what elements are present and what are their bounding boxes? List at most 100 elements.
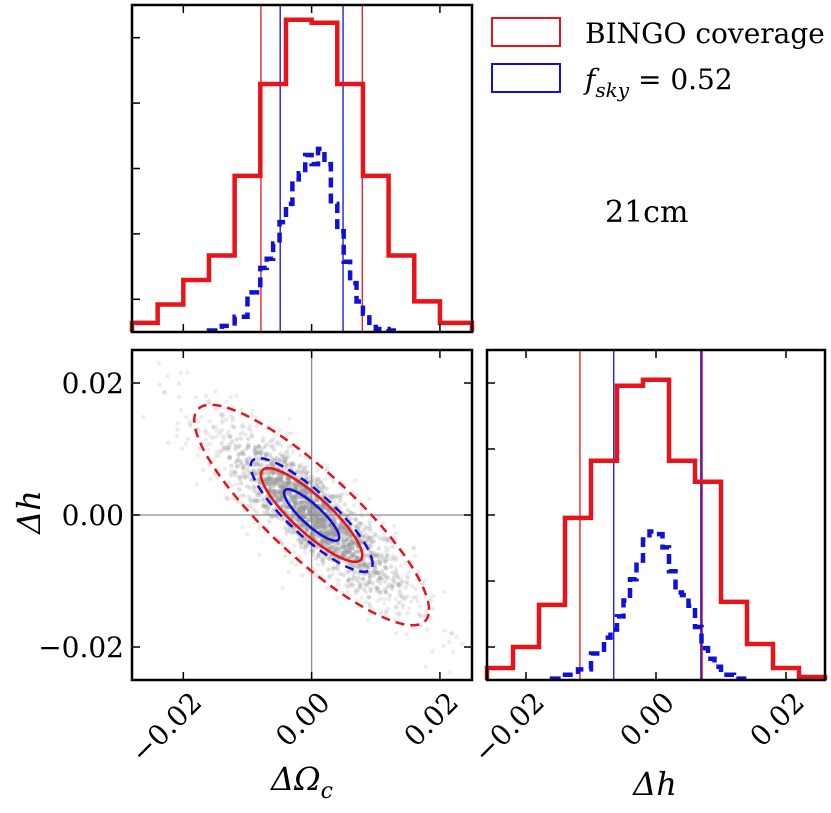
scatter-point xyxy=(327,575,332,580)
scatter-point xyxy=(276,480,281,486)
scatter-point xyxy=(357,585,362,591)
scatter-point xyxy=(332,532,338,537)
scatter-point xyxy=(318,478,323,483)
scatter-point xyxy=(141,415,146,420)
scatter-point xyxy=(346,545,351,551)
scatter-point xyxy=(257,457,262,462)
scatter-point xyxy=(271,491,277,496)
scatter-point xyxy=(376,546,381,551)
scatter-point xyxy=(355,589,361,594)
scatter-point xyxy=(234,393,239,398)
scatter-point xyxy=(319,557,325,563)
scatter-point xyxy=(329,525,334,531)
scatter-point xyxy=(280,585,285,591)
scatter-point xyxy=(413,595,419,600)
scatter-point xyxy=(262,471,267,476)
scatter-point xyxy=(312,523,318,528)
scatter-point xyxy=(275,498,280,503)
scatter-point xyxy=(296,501,301,506)
scatter-point xyxy=(236,457,241,462)
scatter-point xyxy=(373,585,379,590)
scatter-point xyxy=(365,564,370,570)
scatter-point xyxy=(275,478,280,483)
scatter-point xyxy=(311,521,316,526)
scatter-point xyxy=(214,428,219,434)
scatter-point xyxy=(204,399,210,405)
scatter-point xyxy=(383,559,388,565)
scatter-point xyxy=(366,553,371,558)
scatter-point xyxy=(359,507,364,512)
scatter-point xyxy=(334,546,340,551)
scatter-point xyxy=(250,408,255,413)
scatter-point xyxy=(270,480,275,485)
scatter-point xyxy=(246,436,251,442)
scatter-point xyxy=(312,510,318,515)
scatter-point xyxy=(296,483,301,488)
scatter-point xyxy=(227,454,233,459)
scatter-point xyxy=(240,430,246,436)
scatter-point xyxy=(397,590,402,595)
scatter-point xyxy=(318,516,323,522)
scatter-point xyxy=(357,525,362,530)
scatter-point xyxy=(219,412,224,418)
scatter-point xyxy=(391,553,396,558)
scatter-point xyxy=(279,454,285,459)
scatter-point xyxy=(161,389,167,395)
scatter-point xyxy=(345,578,351,583)
scatter-point xyxy=(249,432,254,437)
scatter-point xyxy=(249,505,255,511)
scatter-point xyxy=(286,480,292,485)
scatter-point xyxy=(348,583,353,589)
scatter-point xyxy=(287,491,292,497)
scatter-point xyxy=(321,519,327,525)
scatter-point xyxy=(337,547,342,553)
scatter-point xyxy=(222,466,228,472)
scatter-point xyxy=(348,516,354,522)
scatter-point xyxy=(339,531,345,536)
scatter-point xyxy=(253,445,259,450)
scatter-point xyxy=(397,588,403,593)
scatter-point xyxy=(186,436,191,442)
scatter-point xyxy=(342,529,347,535)
scatter-point xyxy=(233,473,238,478)
scatter-point xyxy=(299,573,305,578)
scatter-point xyxy=(346,543,352,548)
scatter-point xyxy=(268,468,273,474)
scatter-point xyxy=(342,547,348,553)
scatter-point xyxy=(300,508,305,514)
scatter-point xyxy=(385,575,391,581)
scatter-point xyxy=(349,540,354,545)
scatter-point xyxy=(235,444,241,450)
scatter-point xyxy=(292,499,297,504)
scatter-point xyxy=(368,588,373,594)
scatter-point xyxy=(346,578,351,583)
scatter-point xyxy=(376,570,381,575)
scatter-point xyxy=(363,525,368,530)
scatter-point xyxy=(396,600,401,606)
scatter-point xyxy=(319,490,325,495)
scatter-point xyxy=(321,517,327,523)
scatter-point xyxy=(281,480,286,485)
scatter-point xyxy=(381,571,386,577)
scatter-point xyxy=(344,538,350,543)
scatter-point xyxy=(391,574,397,580)
scatter-point xyxy=(405,610,410,616)
scatter-point xyxy=(320,537,325,543)
scatter-point xyxy=(423,664,428,670)
scatter-point xyxy=(369,550,374,556)
scatter-point xyxy=(246,426,251,431)
scatter-point xyxy=(197,447,202,452)
scatter-point xyxy=(271,470,276,475)
scatter-point xyxy=(327,523,333,528)
scatter-point xyxy=(397,611,403,616)
scatter-point xyxy=(276,499,281,504)
scatter-point xyxy=(162,390,168,395)
scatter-point xyxy=(368,606,374,611)
scatter-point xyxy=(397,599,403,605)
scatter-point xyxy=(337,498,342,504)
scatter-point xyxy=(297,500,303,506)
scatter-point xyxy=(312,523,317,528)
scatter-point xyxy=(289,462,295,467)
scatter-point xyxy=(320,539,325,544)
scatter-point xyxy=(378,589,384,594)
